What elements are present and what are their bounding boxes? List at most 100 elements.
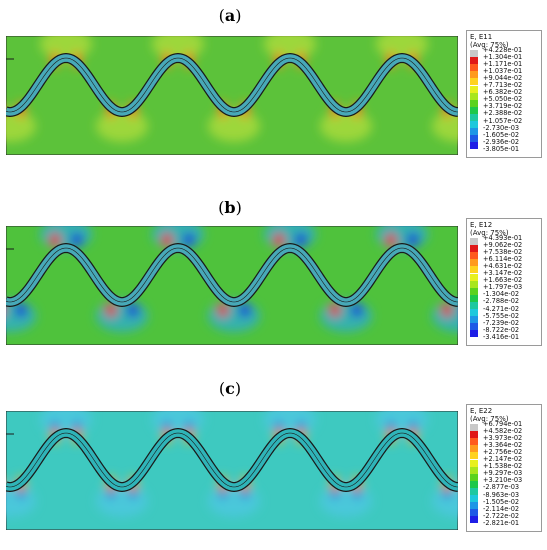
- legend-swatch: [470, 113, 478, 121]
- legend-swatch: [470, 142, 478, 150]
- strain-spot: [127, 303, 139, 317]
- legend-tick-label: -2.114e-02: [483, 504, 520, 513]
- legend-swatch: [470, 438, 478, 446]
- strain-spot-cold: [297, 422, 305, 430]
- legend-swatch: [470, 135, 478, 143]
- strain-spot-cold: [241, 490, 249, 498]
- legend-tick-label: +1.304e-01: [483, 52, 523, 61]
- legend-tick-label: +9.062e-02: [483, 240, 523, 249]
- cool-haze: [6, 110, 36, 142]
- strain-spot-cold: [17, 490, 25, 498]
- strain-spot: [183, 233, 195, 247]
- legend-swatch: [470, 431, 478, 439]
- legend-swatch: [470, 245, 478, 253]
- legend-tick-label: -3.805e-01: [483, 144, 520, 153]
- legend-tick-label: -5.755e-02: [483, 311, 520, 320]
- strain-spot: [71, 233, 83, 247]
- legend-c: E, E22 (Avg: 75%) +6.794e-01 +4.582e-02 +3…: [466, 404, 542, 532]
- strain-spot-cold: [107, 490, 115, 498]
- legend-title-b: E, E12 (Avg: 75%): [470, 221, 509, 237]
- legend-tick-label: +2.756e-02: [483, 447, 523, 456]
- panel-label-b: (b): [218, 198, 242, 217]
- strain-spot-cold: [129, 490, 137, 498]
- strain-spot-cold: [331, 490, 339, 498]
- strain-spot: [385, 233, 397, 247]
- legend-swatch: [470, 495, 478, 503]
- legend-swatch: [470, 294, 478, 302]
- legend-swatch: [470, 238, 478, 246]
- strain-spot-cold: [73, 422, 81, 430]
- legend-a: E, E11 (Avg: 75%) +4.228e-01 +1.304e-01 +1…: [466, 30, 542, 158]
- cool-haze: [432, 485, 458, 517]
- strain-spot-cold: [443, 490, 451, 498]
- panel-a: (a) E, E11 (Avg: 75%) +4.228e-01 +1.304e-…: [0, 0, 547, 175]
- legend-swatch: [470, 287, 478, 295]
- strain-spot: [217, 303, 229, 317]
- panel-label-a: (a): [218, 6, 242, 25]
- strain-spot-cold: [409, 422, 417, 430]
- legend-swatch: [470, 121, 478, 129]
- legend-tick-label: -2.821e-01: [483, 518, 520, 527]
- strain-spot: [407, 233, 419, 247]
- legend-swatch: [470, 445, 478, 453]
- legend-tick-label: +2.388e-02: [483, 109, 523, 118]
- legend-b: E, E12 (Avg: 75%) +4.393e-01 +9.062e-02 +7…: [466, 218, 542, 346]
- strain-spot: [351, 303, 363, 317]
- legend-swatch: [470, 301, 478, 309]
- strain-spot: [15, 303, 27, 317]
- strain-spot-cold: [353, 490, 361, 498]
- legend-swatch: [470, 259, 478, 267]
- legend-tick-label: +4.393e-01: [483, 233, 523, 242]
- strain-spot: [273, 233, 285, 247]
- contour-plot-c: [6, 411, 458, 530]
- strain-spot: [295, 233, 307, 247]
- legend-tick-label: -1.304e-02: [483, 290, 520, 299]
- legend-tick-label: -1.605e-02: [483, 130, 520, 139]
- legend-title-a: E, E11 (Avg: 75%): [470, 33, 509, 49]
- legend-tick-label: +6.114e-02: [483, 254, 523, 263]
- legend-tick-label: +6.382e-02: [483, 88, 523, 97]
- legend-swatch: [470, 266, 478, 274]
- legend-tick-label: +5.050e-02: [483, 95, 523, 104]
- legend-tick-label: +1.538e-02: [483, 462, 523, 471]
- legend-tick-label: -2.722e-02: [483, 511, 520, 520]
- legend-swatch: [470, 473, 478, 481]
- legend-tick-label: -1.505e-02: [483, 497, 520, 506]
- legend-swatch: [470, 50, 478, 58]
- legend-title-c: E, E22 (Avg: 75%): [470, 407, 509, 423]
- legend-tick-label: +3.364e-02: [483, 440, 523, 449]
- legend-tick-label: +1.057e-02: [483, 116, 523, 125]
- legend-tick-label: +1.797e-03: [483, 283, 523, 292]
- legend-swatch: [470, 85, 478, 93]
- legend-tick-label: +4.631e-02: [483, 261, 523, 270]
- legend-swatch: [470, 99, 478, 107]
- strain-spot-cold: [163, 422, 171, 430]
- legend-swatch: [470, 424, 478, 432]
- legend-tick-label: +7.538e-02: [483, 247, 523, 256]
- fiber-centerline: [6, 57, 458, 113]
- legend-tick-label: +3.210e-03: [483, 476, 523, 485]
- legend-tick-label: -3.416e-01: [483, 332, 520, 341]
- legend-tick-label: -8.722e-02: [483, 325, 520, 334]
- legend-swatch: [470, 71, 478, 79]
- cool-haze: [432, 110, 458, 142]
- strain-spot-cold: [51, 422, 59, 430]
- legend-swatch: [470, 323, 478, 331]
- legend-swatch: [470, 128, 478, 136]
- legend-tick-label: +7.713e-02: [483, 81, 523, 89]
- strain-spot: [105, 303, 117, 317]
- panel-label-c: (c): [218, 379, 242, 398]
- contour-plot-b: [6, 226, 458, 345]
- panel-b: (b) E, E12 (Avg: 75%) +4.393e-01 +9.062e-…: [0, 182, 547, 357]
- legend-tick-label: -7.239e-02: [483, 318, 520, 327]
- stress-field: [6, 226, 458, 332]
- panel-c: (c) E, E22 (Avg: 75%) +6.794e-01 +4.582e-…: [0, 366, 547, 550]
- legend-tick-label: -2.877e-03: [483, 483, 520, 492]
- legend-tick-label: -2.936e-02: [483, 137, 520, 146]
- legend-tick-label: +3.719e-02: [483, 102, 523, 111]
- legend-swatch: [470, 516, 478, 524]
- legend-tick-label: +6.794e-01: [483, 419, 523, 428]
- strain-spot-cold: [275, 422, 283, 430]
- legend-swatch: [470, 280, 478, 288]
- legend-tick-label: -2.730e-03: [483, 123, 520, 132]
